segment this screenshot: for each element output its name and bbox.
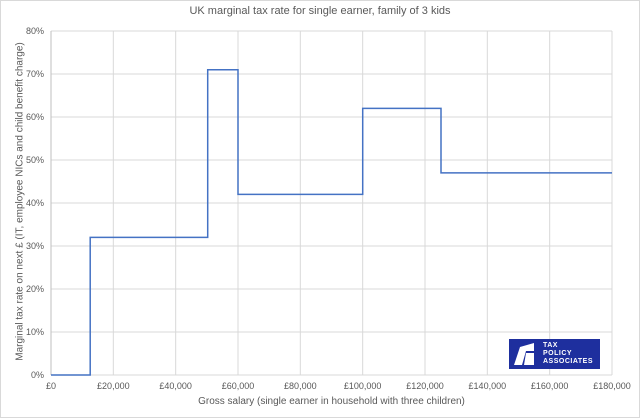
series-line <box>51 68 612 376</box>
y-tick-label: 30% <box>26 241 44 251</box>
x-tick-label: £0 <box>46 381 56 391</box>
y-tick-label: 10% <box>26 327 44 337</box>
x-tick-label: £40,000 <box>159 381 192 391</box>
x-tick-label: £100,000 <box>344 381 382 391</box>
y-tick-label: 50% <box>26 155 44 165</box>
y-tick-label: 20% <box>26 284 44 294</box>
chart-title: UK marginal tax rate for single earner, … <box>189 5 451 17</box>
tax-policy-associates-logo: TAX POLICY ASSOCIATES <box>509 339 600 369</box>
y-tick-label: 60% <box>26 112 44 122</box>
y-tick-label: 40% <box>26 198 44 208</box>
y-tick-label: 70% <box>26 69 44 79</box>
x-tick-label: £80,000 <box>284 381 317 391</box>
x-tick-label: £60,000 <box>222 381 255 391</box>
x-tick-label: £140,000 <box>469 381 507 391</box>
y-tick-label: 80% <box>26 26 44 36</box>
logo-mark-icon <box>514 343 534 365</box>
x-axis-label: Gross salary (single earner in household… <box>198 396 465 407</box>
x-tick-label: £20,000 <box>97 381 130 391</box>
logo-line: ASSOCIATES <box>543 358 593 365</box>
logo-line: POLICY <box>543 350 573 357</box>
logo-line: TAX <box>543 342 558 349</box>
x-tick-label: £180,000 <box>593 381 631 391</box>
x-tick-label: £120,000 <box>406 381 444 391</box>
x-tick-label: £160,000 <box>531 381 569 391</box>
y-tick-label: 0% <box>31 370 44 380</box>
